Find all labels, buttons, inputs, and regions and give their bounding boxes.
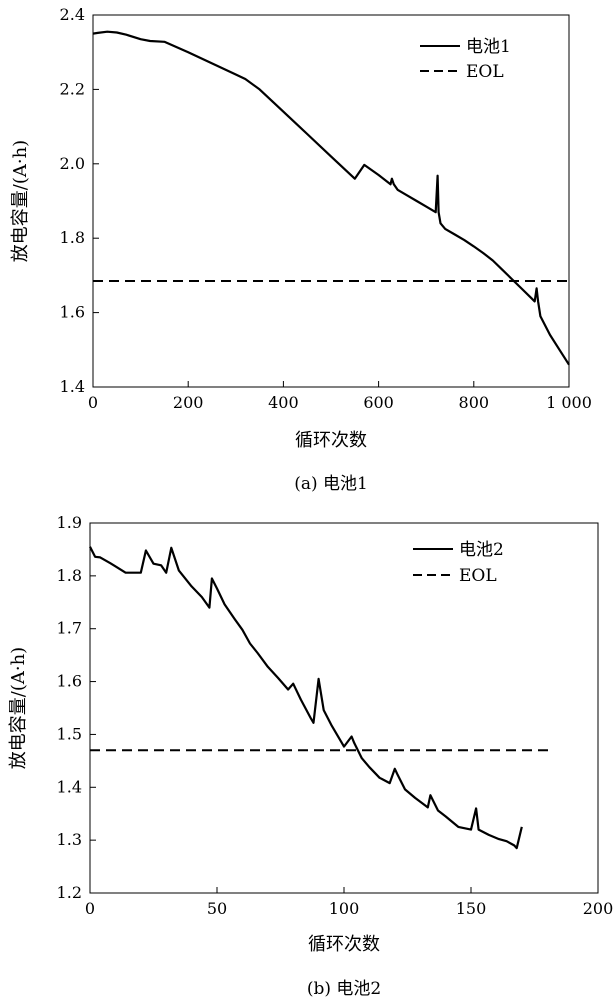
- y-tick-label: 1.2: [57, 883, 82, 902]
- x-tick-label: 1 000: [546, 393, 592, 412]
- y-tick-label: 1.3: [57, 830, 82, 849]
- series-lines: [92, 30, 570, 366]
- y-tick-label: 2.4: [60, 5, 85, 24]
- capacity-series-line: [92, 30, 570, 366]
- x-axis-title: 循环次数: [308, 934, 380, 955]
- x-axis-title: 循环次数: [295, 430, 367, 451]
- x-tick-label: 600: [363, 393, 394, 412]
- y-tick-label: 1.6: [57, 672, 82, 691]
- chart-battery-1: 1.4 1.6 1.8 2.0 2.2 2.4 0 200 400 600 800 1 000 电池…: [10, 5, 592, 494]
- y-tick-label: 1.8: [57, 566, 82, 585]
- y-tick-label: 1.5: [57, 724, 82, 743]
- plot-area-frame: [92, 14, 570, 388]
- y-ticks: 1.4 1.6 1.8 2.0 2.2 2.4: [60, 5, 99, 396]
- chart-battery-2: 1.2 1.3 1.4 1.5 1.6 1.7 1.8 1.9 0 50 100 150 200 电池…: [8, 513, 613, 999]
- y-tick-label: 1.6: [60, 303, 85, 322]
- series-lines: [89, 546, 553, 850]
- y-axis-title: 放电容量/(A·h): [10, 140, 31, 262]
- y-tick-label: 2.0: [60, 154, 85, 173]
- legend-label: EOL: [466, 62, 504, 82]
- legend-label: 电池1: [466, 37, 511, 57]
- x-tick-label: 150: [456, 899, 487, 918]
- y-tick-label: 1.4: [60, 377, 85, 396]
- plot-area-frame: [89, 522, 599, 894]
- y-ticks: 1.2 1.3 1.4 1.5 1.6 1.7 1.8 1.9: [57, 513, 96, 902]
- legend: 电池2 EOL: [413, 540, 504, 586]
- y-tick-label: 2.2: [60, 79, 85, 98]
- x-tick-label: 100: [329, 899, 360, 918]
- x-tick-label: 800: [459, 393, 490, 412]
- y-tick-label: 1.9: [57, 513, 82, 532]
- legend-label: 电池2: [459, 540, 504, 560]
- y-axis-title: 放电容量/(A·h): [8, 647, 29, 769]
- x-tick-label: 200: [173, 393, 204, 412]
- y-tick-label: 1.4: [57, 777, 82, 796]
- x-ticks: 0 200 400 600 800 1 000: [88, 381, 592, 412]
- x-ticks: 0 50 100 150 200: [85, 887, 613, 918]
- legend-label: EOL: [459, 566, 497, 586]
- chart-caption: (b) 电池2: [307, 979, 381, 999]
- x-tick-label: 200: [583, 899, 614, 918]
- capacity-series-line: [89, 546, 523, 850]
- x-tick-label: 0: [88, 393, 98, 412]
- y-tick-label: 1.7: [57, 619, 82, 638]
- x-tick-label: 400: [268, 393, 299, 412]
- legend: 电池1 EOL: [420, 37, 511, 82]
- x-tick-label: 50: [207, 899, 227, 918]
- x-tick-label: 0: [85, 899, 95, 918]
- y-tick-label: 1.8: [60, 228, 85, 247]
- chart-caption: (a) 电池1: [294, 474, 368, 494]
